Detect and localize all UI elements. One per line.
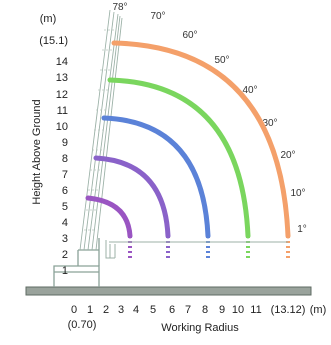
boom-angle-labels: 78° 70° 60° 50° 40° 30° 20° 10° 1°	[112, 2, 306, 235]
y-tick-label: 13	[56, 72, 68, 84]
boom-angle-label: 50°	[214, 55, 229, 66]
y-tick-label: 6	[62, 185, 68, 197]
y-tick-label: 11	[57, 105, 68, 117]
boom-angle-label: 40°	[242, 85, 257, 96]
working-range-arc	[93, 155, 171, 239]
x-tick-label: 4	[133, 304, 139, 316]
y-axis-ticks: (15.1) 14 13 12 11 10 9 8 7 6 5 4 3 2 1	[39, 35, 68, 277]
x-tick-label: 8	[202, 304, 208, 316]
x-tick-label: 0	[71, 304, 77, 316]
y-tick-label: 1	[62, 265, 68, 277]
x-tick-label: 1	[87, 304, 93, 316]
y-tick-label: 10	[56, 121, 68, 133]
boom-angle-label: 20°	[280, 150, 295, 161]
x-tick-label: 2	[103, 304, 109, 316]
working-range-arc	[107, 77, 251, 239]
x-tick-label: 10	[232, 304, 244, 316]
y-axis-unit: (m)	[40, 13, 57, 25]
x-tick-label: 6	[169, 304, 175, 316]
boom-angle-label: 1°	[297, 224, 307, 235]
y-tick-label: 9	[62, 137, 68, 149]
boom-angle-label: 30°	[262, 118, 277, 129]
x-tick-label: 5	[150, 304, 156, 316]
x-tick-label: 7	[185, 304, 191, 316]
crane-body	[53, 238, 100, 287]
x-tick-label: 3	[118, 304, 124, 316]
x-axis-unit: (m)	[310, 304, 327, 316]
working-range-arcs	[85, 40, 291, 258]
x-tick-label: (13.12)	[271, 304, 306, 316]
working-range-arc	[101, 115, 211, 239]
y-tick-label: 5	[62, 201, 68, 213]
x-axis-label: Working Radius	[161, 322, 239, 334]
boom-rungs	[84, 29, 116, 231]
boom-angle-label: 60°	[182, 30, 197, 41]
x-axis-ticks: 0 1 2 3 4 5 6 7 8 9 10 11 (13.12) (0.70)	[68, 304, 306, 331]
y-tick-label: 8	[62, 153, 68, 165]
y-tick-label: 3	[62, 233, 68, 245]
x-tick-label: 9	[219, 304, 225, 316]
support-legs	[105, 240, 288, 259]
y-axis-label: Height Above Ground	[31, 99, 43, 204]
y-tick-label: 12	[56, 89, 68, 101]
x-subtick-label: (0.70)	[68, 319, 97, 331]
y-tick-label: 4	[62, 217, 68, 229]
y-tick-label: 2	[62, 249, 68, 261]
boom-angle-label: 78°	[112, 2, 127, 13]
ground-base	[25, 286, 312, 296]
y-tick-label: (15.1)	[39, 35, 68, 47]
y-tick-label: 7	[62, 169, 68, 181]
x-tick-label: 11	[250, 304, 261, 316]
working-range-arc	[85, 195, 133, 239]
boom-angle-label: 10°	[290, 188, 305, 199]
boom-lines	[79, 9, 123, 251]
boom-angle-label: 70°	[150, 11, 165, 22]
y-tick-label: 14	[56, 56, 68, 68]
working-range-arc	[111, 40, 291, 239]
